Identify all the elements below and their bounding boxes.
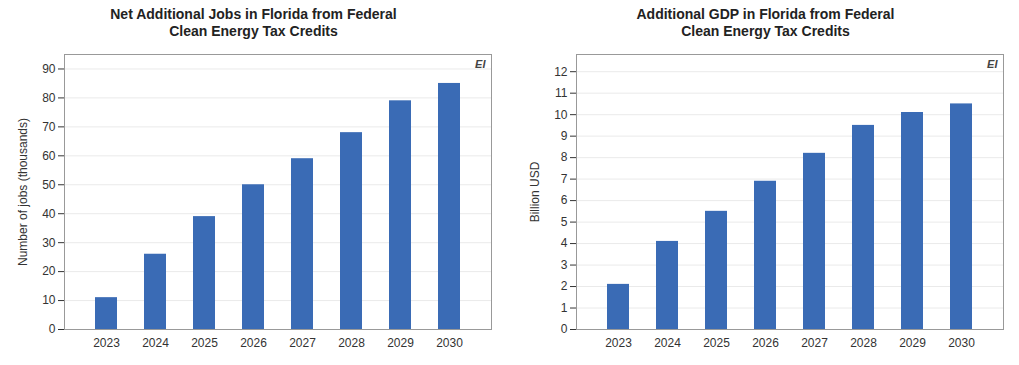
svg-text:2023: 2023: [93, 336, 120, 350]
svg-text:0: 0: [561, 322, 568, 336]
svg-text:12: 12: [554, 65, 568, 79]
svg-text:2029: 2029: [899, 336, 926, 350]
svg-text:20: 20: [42, 264, 56, 278]
svg-text:2023: 2023: [605, 336, 632, 350]
svg-text:40: 40: [42, 207, 56, 221]
svg-text:50: 50: [42, 178, 56, 192]
svg-text:2026: 2026: [240, 336, 267, 350]
svg-text:2: 2: [561, 279, 568, 293]
svg-text:2024: 2024: [654, 336, 681, 350]
svg-text:2025: 2025: [703, 336, 730, 350]
svg-text:0: 0: [49, 322, 56, 336]
svg-text:2028: 2028: [850, 336, 877, 350]
svg-text:Number of jobs (thousands): Number of jobs (thousands): [16, 118, 30, 266]
svg-text:3: 3: [561, 258, 568, 272]
svg-text:1: 1: [561, 301, 568, 315]
svg-text:5: 5: [561, 215, 568, 229]
svg-text:7: 7: [561, 172, 568, 186]
svg-text:EI: EI: [987, 58, 998, 70]
svg-text:2027: 2027: [801, 336, 828, 350]
svg-text:10: 10: [42, 293, 56, 307]
svg-text:2030: 2030: [948, 336, 975, 350]
svg-text:Billion USD: Billion USD: [528, 161, 542, 222]
svg-text:9: 9: [561, 129, 568, 143]
svg-text:2030: 2030: [436, 336, 463, 350]
html-text:Net Additional Jobs in Florida: Net Additional Jobs in Florida from Fede…: [110, 6, 397, 39]
svg-text:2025: 2025: [191, 336, 218, 350]
svg-text:2024: 2024: [142, 336, 169, 350]
svg-text:2028: 2028: [338, 336, 365, 350]
svg-text:4: 4: [561, 236, 568, 250]
svg-text:60: 60: [42, 149, 56, 163]
svg-text:2026: 2026: [752, 336, 779, 350]
svg-text:30: 30: [42, 235, 56, 249]
html-text:Additional GDP in Florida from: Additional GDP in Florida from Federal C…: [636, 6, 895, 39]
svg-text:70: 70: [42, 120, 56, 134]
svg-text:11: 11: [555, 86, 568, 100]
svg-text:10: 10: [554, 107, 568, 121]
svg-text:90: 90: [42, 62, 56, 76]
svg-text:6: 6: [561, 193, 568, 207]
svg-text:2029: 2029: [387, 336, 414, 350]
svg-text:80: 80: [42, 91, 56, 105]
svg-text:EI: EI: [475, 58, 486, 70]
svg-text:8: 8: [561, 150, 568, 164]
svg-text:2027: 2027: [289, 336, 316, 350]
